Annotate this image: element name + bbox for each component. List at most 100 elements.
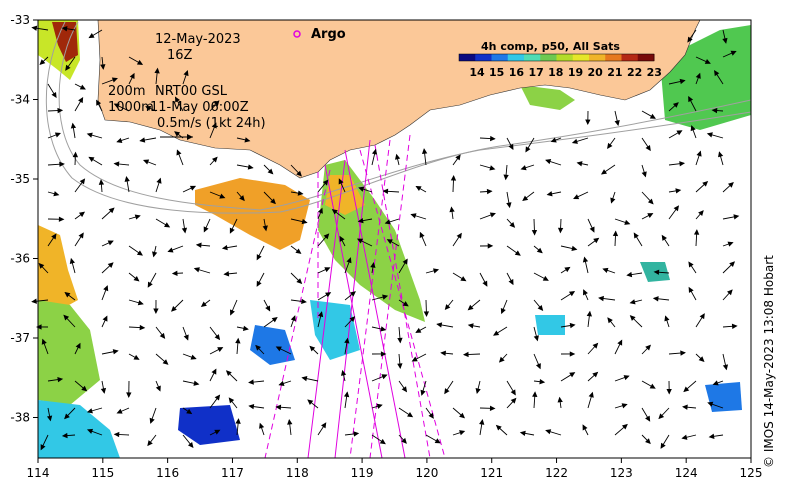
- colorbar-swatch: [491, 54, 509, 61]
- current-arrowhead: [265, 305, 271, 312]
- current-arrowhead: [111, 77, 118, 83]
- current-arrowhead: [331, 209, 338, 215]
- y-tick-label: -36: [10, 252, 30, 266]
- current-arrowhead: [583, 289, 588, 296]
- y-axis: -33 -34 -35 -36 -37 -38: [10, 13, 38, 425]
- colorbar-swatch: [524, 54, 541, 61]
- current-arrowhead: [133, 275, 140, 282]
- depth-label-2: 1000m: [108, 100, 154, 115]
- current-arrowhead: [103, 285, 109, 292]
- contour-1000m: [45, 21, 752, 214]
- current-arrowhead: [535, 363, 541, 370]
- current-arrowhead: [536, 247, 543, 254]
- current-arrowhead: [287, 418, 293, 425]
- current-arrowhead: [203, 226, 209, 233]
- current-arrowhead: [423, 311, 430, 317]
- current-arrowhead: [696, 150, 702, 157]
- current-arrowhead: [602, 267, 609, 273]
- current-arrowhead: [419, 231, 425, 238]
- current-arrowhead: [510, 397, 517, 404]
- current-arrowhead: [113, 103, 120, 109]
- current-arrowhead: [508, 279, 514, 286]
- current-arrowhead: [70, 122, 77, 129]
- sst-patch-w: [38, 225, 78, 310]
- current-arrowhead: [126, 392, 132, 398]
- current-arrowhead: [174, 131, 181, 137]
- current-arrowhead: [607, 317, 613, 324]
- current-arrowhead: [100, 64, 106, 70]
- current-arrowhead: [86, 408, 93, 414]
- current-arrowhead: [248, 379, 254, 385]
- current-arrowhead: [41, 338, 47, 345]
- current-arrowhead: [729, 261, 736, 268]
- current-arrowhead: [653, 269, 660, 275]
- current-arrowhead: [61, 432, 68, 439]
- colorbar-tick-label: 19: [568, 66, 583, 79]
- current-arrowhead: [550, 137, 557, 143]
- colorbar-tick-label: 17: [528, 66, 543, 79]
- current-arrowhead: [571, 245, 578, 252]
- current-arrowhead: [569, 351, 576, 357]
- sst-patch-nw-warm: [52, 22, 78, 62]
- current-arrowhead: [649, 383, 656, 389]
- current-arrowhead: [664, 315, 670, 322]
- current-arrowhead: [248, 403, 255, 410]
- current-arrowhead: [301, 376, 308, 382]
- colorbar-swatch: [475, 54, 492, 61]
- current-arrowhead: [459, 412, 466, 419]
- current-arrowhead: [698, 210, 704, 217]
- current-arrowhead: [706, 132, 713, 138]
- colorbar-tick-label: 18: [548, 66, 563, 79]
- current-arrowhead: [78, 211, 86, 218]
- colorbar-swatch: [507, 54, 525, 61]
- current-arrowhead: [174, 96, 180, 103]
- current-arrowhead: [88, 156, 95, 162]
- current-arrowhead: [176, 149, 182, 156]
- current-arrowhead: [455, 154, 461, 161]
- current-arrowhead: [51, 91, 57, 99]
- current-arrowhead: [440, 350, 447, 356]
- colorbar-ticks: 14 15 16 17 18 19 20 21 22 23: [469, 66, 662, 79]
- sst-patches: [38, 20, 751, 458]
- current-arrowhead: [171, 270, 178, 276]
- current-arrowhead: [449, 206, 455, 213]
- current-arrowhead: [610, 197, 616, 204]
- current-arrowhead: [58, 216, 65, 222]
- current-arrowhead: [219, 193, 226, 199]
- current-arrowhead: [317, 311, 324, 318]
- current-arrowhead: [145, 106, 152, 111]
- current-arrowhead: [586, 310, 592, 317]
- sst-patch-sw: [38, 300, 100, 405]
- model-label-2: 11-May 06:00Z: [150, 100, 249, 115]
- current-arrowhead: [539, 379, 546, 385]
- current-arrowhead: [522, 195, 529, 202]
- current-arrowhead: [98, 179, 105, 185]
- current-arrowhead: [520, 165, 527, 171]
- current-arrowhead: [402, 301, 409, 307]
- current-arrowhead: [65, 64, 71, 71]
- current-arrowhead: [384, 219, 391, 225]
- current-arrowhead: [722, 364, 729, 371]
- current-arrowhead: [531, 229, 538, 236]
- current-arrowhead: [100, 387, 107, 394]
- current-arrowhead: [139, 137, 146, 143]
- current-arrowhead: [397, 337, 403, 344]
- track-2: [334, 139, 371, 459]
- current-arrowhead: [271, 316, 278, 323]
- argo-marker-icon: [293, 30, 301, 38]
- current-arrowhead: [576, 161, 583, 167]
- current-arrowhead: [78, 232, 84, 239]
- current-arrowhead: [79, 84, 86, 90]
- colorbar-swatch: [589, 54, 606, 61]
- current-arrowhead: [325, 292, 332, 298]
- current-arrowhead: [546, 191, 553, 197]
- current-vectors: [31, 25, 740, 451]
- current-arrowhead: [690, 125, 696, 132]
- current-arrowhead: [343, 391, 350, 398]
- y-tick-label: -37: [10, 331, 30, 345]
- current-arrowhead: [88, 32, 95, 39]
- current-arrowhead: [727, 181, 734, 188]
- current-arrowhead: [382, 188, 389, 194]
- current-arrowhead: [421, 148, 428, 154]
- current-arrowhead: [72, 151, 79, 158]
